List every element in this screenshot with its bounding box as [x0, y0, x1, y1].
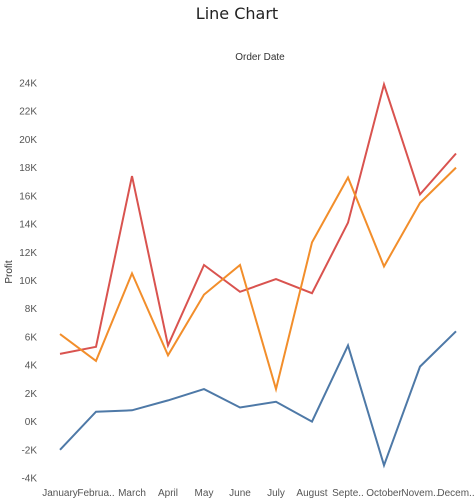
x-tick-label: July: [267, 488, 285, 499]
x-tick-label: May: [195, 488, 214, 499]
y-axis-title: Profit: [4, 260, 15, 284]
y-tick-label: 0K: [25, 417, 38, 428]
x-tick-label: June: [229, 488, 251, 499]
x-tick-label: October: [366, 488, 402, 499]
x-tick-label: Februa..: [77, 488, 114, 499]
series-lines: [59, 80, 457, 469]
x-tick-label: August: [296, 488, 327, 499]
series-line-2: [59, 166, 457, 393]
y-tick-label: 16K: [19, 191, 37, 202]
y-axis: -4K -2K 0K 2K 4K 6K 8K 10K 12K 14K 16K 18K 20K 22K 24K: [19, 79, 37, 485]
x-tick-label: March: [118, 488, 146, 499]
y-tick-label: 8K: [25, 304, 38, 315]
y-tick-label: 24K: [19, 79, 37, 90]
x-axis: January Februa.. March April May June July Augu…: [42, 488, 474, 499]
y-tick-label: 20K: [19, 135, 37, 146]
y-tick-label: 18K: [19, 163, 37, 174]
series-line-1: [59, 80, 457, 355]
x-tick-label: Septe..: [332, 488, 364, 499]
y-tick-label: 12K: [19, 248, 37, 259]
x-tick-label: January: [42, 488, 78, 499]
y-tick-label: 10K: [19, 276, 37, 287]
x-tick-label: Novem..: [401, 488, 438, 499]
y-tick-label: 22K: [19, 107, 37, 118]
chart-subtitle: Order Date: [235, 52, 285, 63]
chart-title: Line Chart: [195, 4, 279, 23]
x-tick-label: April: [158, 488, 178, 499]
y-tick-label: -2K: [21, 445, 37, 456]
y-tick-label: -4K: [21, 474, 37, 485]
series-line-3: [59, 330, 457, 469]
y-tick-label: 2K: [25, 389, 38, 400]
y-tick-label: 14K: [19, 220, 37, 231]
y-tick-label: 4K: [25, 361, 38, 372]
y-tick-label: 6K: [25, 332, 38, 343]
x-tick-label: Decem..: [437, 488, 474, 499]
